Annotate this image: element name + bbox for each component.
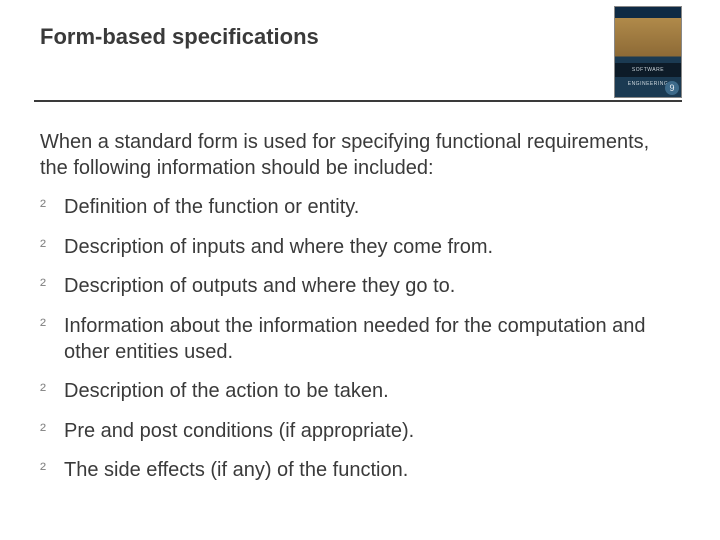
list-item: ² Description of outputs and where they …: [40, 274, 660, 300]
list-item-text: Information about the information needed…: [64, 315, 646, 363]
list-item-text: The side effects (if any) of the functio…: [64, 459, 408, 481]
list-item: ² Pre and post conditions (if appropriat…: [40, 419, 660, 445]
diamond-bullet-icon: ²: [40, 419, 60, 442]
diamond-bullet-icon: ²: [40, 274, 60, 297]
title-divider: [34, 100, 682, 102]
intro-text: When a standard form is used for specify…: [40, 130, 660, 181]
list-item: ² Description of inputs and where they c…: [40, 235, 660, 261]
diamond-bullet-icon: ²: [40, 379, 60, 402]
diamond-bullet-icon: ²: [40, 235, 60, 258]
slide-title: Form-based specifications: [40, 24, 600, 50]
slide: Form-based specifications SOFTWARE ENGIN…: [0, 0, 720, 540]
book-thumbnail-caption: SOFTWARE ENGINEERING: [615, 63, 681, 77]
slide-body: When a standard form is used for specify…: [40, 130, 660, 498]
list-item: ² Description of the action to be taken.: [40, 379, 660, 405]
diamond-bullet-icon: ²: [40, 314, 60, 337]
list-item-text: Description of the action to be taken.: [64, 380, 389, 402]
bullet-list: ² Definition of the function or entity. …: [40, 195, 660, 484]
list-item-text: Pre and post conditions (if appropriate)…: [64, 420, 414, 442]
list-item: ² The side effects (if any) of the funct…: [40, 458, 660, 484]
diamond-bullet-icon: ²: [40, 458, 60, 481]
title-area: Form-based specifications: [40, 24, 600, 50]
list-item-text: Description of outputs and where they go…: [64, 275, 455, 297]
list-item: ² Definition of the function or entity.: [40, 195, 660, 221]
list-item-text: Definition of the function or entity.: [64, 196, 359, 218]
book-thumbnail: SOFTWARE ENGINEERING 9: [614, 6, 682, 98]
list-item: ² Information about the information need…: [40, 314, 660, 365]
list-item-text: Description of inputs and where they com…: [64, 236, 493, 258]
diamond-bullet-icon: ²: [40, 195, 60, 218]
book-thumbnail-page: 9: [665, 81, 679, 95]
